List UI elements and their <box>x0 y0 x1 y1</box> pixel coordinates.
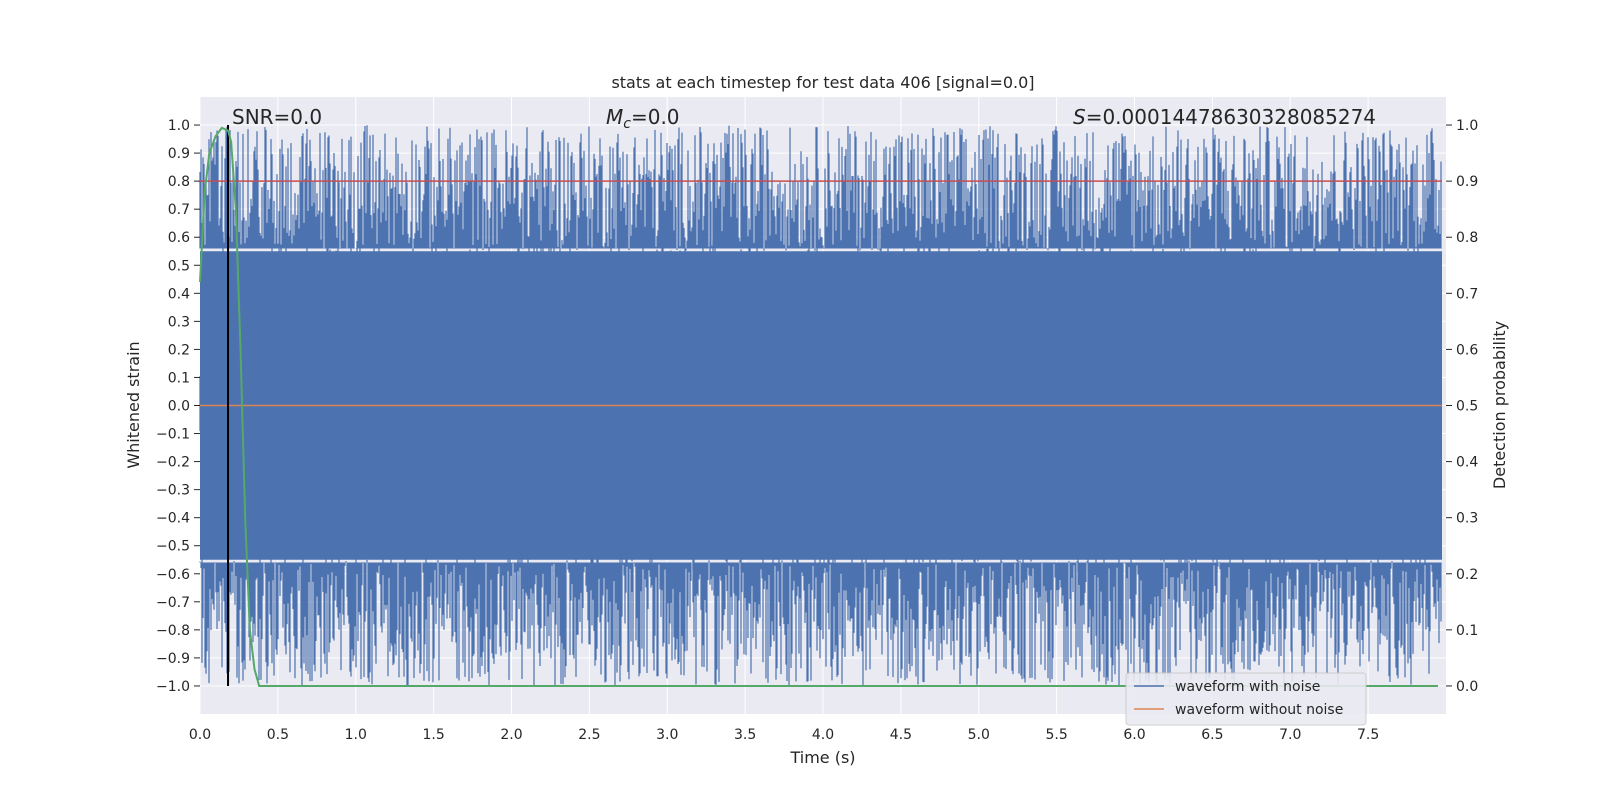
chart-title: stats at each timestep for test data 406… <box>611 73 1034 92</box>
y2-tick-label: 0.2 <box>1456 567 1478 583</box>
x-tick-label: 5.0 <box>968 727 990 743</box>
y2-tick-label: 0.3 <box>1456 511 1478 527</box>
legend-label-clean: waveform without noise <box>1175 702 1343 718</box>
y-tick-label: −0.7 <box>156 595 190 611</box>
x-tick-label: 1.5 <box>422 727 444 743</box>
noise-upper <box>199 125 1442 252</box>
x-axis-label: Time (s) <box>789 748 855 767</box>
s-symbol: S <box>1073 105 1086 129</box>
legend-label-noise: waveform with noise <box>1175 679 1320 695</box>
x-tick-label: 0.5 <box>267 727 289 743</box>
noise-lower <box>199 559 1442 686</box>
y2-tick-label: 0.9 <box>1456 174 1478 190</box>
y-tick-label: 0.1 <box>168 370 190 386</box>
y-tick-label: 0.9 <box>168 146 190 162</box>
y2-tick-label: 0.8 <box>1456 230 1478 246</box>
y-tick-label: −0.9 <box>156 651 190 667</box>
y-tick-label: 0.7 <box>168 202 190 218</box>
y-tick-label: −0.4 <box>156 511 190 527</box>
x-tick-label: 6.5 <box>1201 727 1223 743</box>
y-tick-label: −0.5 <box>156 539 190 555</box>
x-tick-label: 1.0 <box>345 727 367 743</box>
y2-tick-label: 0.1 <box>1456 623 1478 639</box>
x-tick-label: 6.0 <box>1123 727 1145 743</box>
y-tick-label: 1.0 <box>168 118 190 134</box>
y-tick-label: 0.6 <box>168 230 190 246</box>
noise-core <box>199 237 1442 574</box>
s-value: =0.00014478630328085274 <box>1086 105 1376 129</box>
overlay <box>199 125 1442 687</box>
x-tick-label: 4.5 <box>890 727 912 743</box>
x-tick-label: 7.5 <box>1357 727 1379 743</box>
x-axis: 0.0 0.5 1.0 1.5 2.0 2.5 3.0 3.5 4.0 4.5 5.0 5.5 6.0 6… <box>189 727 1379 743</box>
s-annotation: S=0.00014478630328085274 <box>1073 105 1376 129</box>
y-tick-label: 0.4 <box>168 286 190 302</box>
y2-tick-label: 0.4 <box>1456 455 1478 471</box>
y2-tick-label: 0.7 <box>1456 286 1478 302</box>
y-tick-label: −0.6 <box>156 567 190 583</box>
mc-annotation: Mc=0.0 <box>606 105 680 132</box>
y2-tick-label: 0.6 <box>1456 342 1478 358</box>
y-tick-label: 0.5 <box>168 258 190 274</box>
y-tick-label: 0.3 <box>168 314 190 330</box>
detection-probability-line <box>199 126 1438 687</box>
legend: waveform with noise waveform without noi… <box>1125 672 1367 726</box>
y2-axis-label: Detection probability <box>1490 321 1509 489</box>
y2-tick-label: 0.5 <box>1456 399 1478 415</box>
y-tick-label: −0.3 <box>156 483 190 499</box>
legend-box <box>1125 672 1367 726</box>
x-tick-label: 5.5 <box>1045 727 1067 743</box>
y-axis: 1.0 0.9 0.8 0.7 0.6 0.5 0.4 0.3 0.2 0.1 0.0 −0.1 −0.… <box>156 118 200 695</box>
x-tick-label: 3.5 <box>734 727 756 743</box>
x-tick-label: 7.0 <box>1279 727 1301 743</box>
mc-subscript: c <box>623 116 631 132</box>
y-tick-label: −1.0 <box>156 679 190 695</box>
y-tick-label: −0.8 <box>156 623 190 639</box>
y-axis-label: Whitened strain <box>124 341 143 468</box>
y-tick-label: 0.0 <box>168 399 190 415</box>
x-tick-label: 2.5 <box>578 727 600 743</box>
snr-annotation: SNR=0.0 <box>232 105 322 129</box>
x-tick-label: 2.0 <box>500 727 522 743</box>
y-tick-label: −0.1 <box>156 427 190 443</box>
y-tick-label: 0.8 <box>168 174 190 190</box>
mc-value: =0.0 <box>631 105 680 129</box>
y-tick-label: 0.2 <box>168 342 190 358</box>
mc-symbol: M <box>606 105 623 129</box>
x-tick-label: 0.0 <box>189 727 211 743</box>
x-tick-label: 3.0 <box>656 727 678 743</box>
x-tick-label: 4.0 <box>812 727 834 743</box>
y2-tick-label: 0.0 <box>1456 679 1478 695</box>
y-tick-label: −0.2 <box>156 455 190 471</box>
y2-axis: 1.0 0.9 0.8 0.7 0.6 0.5 0.4 0.3 0.2 0.1 0.0 <box>1446 118 1478 695</box>
y2-tick-label: 1.0 <box>1456 118 1478 134</box>
